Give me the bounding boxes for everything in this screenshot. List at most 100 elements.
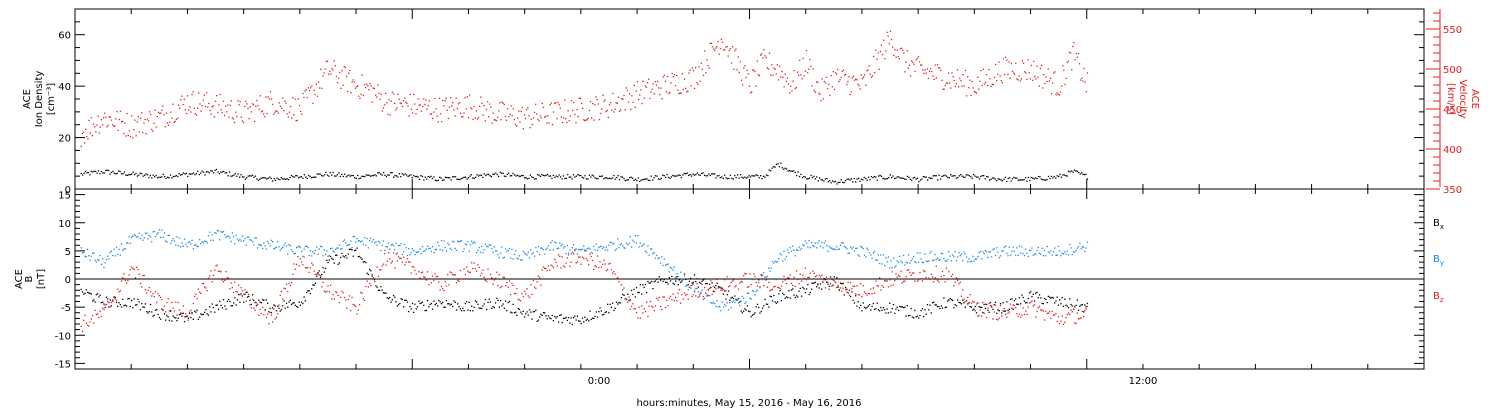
data-point — [100, 315, 103, 318]
data-point — [1084, 81, 1086, 83]
data-point — [729, 285, 731, 287]
data-point — [1013, 305, 1015, 307]
data-point — [780, 285, 783, 287]
data-point — [522, 310, 524, 312]
data-point — [604, 177, 606, 179]
data-point — [792, 80, 794, 82]
data-point — [623, 177, 625, 180]
data-point — [886, 308, 888, 310]
data-point — [1062, 65, 1064, 67]
data-point — [420, 272, 422, 274]
data-point — [160, 236, 162, 239]
data-point — [972, 255, 974, 257]
data-point — [680, 302, 682, 304]
data-point — [267, 96, 269, 98]
data-point — [809, 247, 811, 249]
data-point — [345, 255, 347, 257]
data-point — [339, 71, 341, 74]
data-point — [945, 260, 947, 262]
data-point — [136, 304, 138, 306]
data-point — [386, 102, 388, 104]
data-point — [894, 312, 896, 314]
data-point — [601, 175, 603, 177]
data-point — [1046, 80, 1048, 83]
data-point — [562, 317, 565, 320]
data-point — [975, 312, 978, 314]
data-point — [774, 301, 776, 303]
data-point — [850, 178, 852, 180]
data-point — [194, 310, 196, 312]
data-point — [537, 246, 539, 248]
data-point — [463, 310, 465, 312]
data-point — [540, 284, 542, 286]
data-point — [1051, 310, 1053, 312]
data-point — [241, 120, 244, 122]
data-point — [726, 294, 728, 296]
data-point — [308, 254, 310, 257]
data-point — [314, 273, 317, 276]
data-point — [588, 174, 590, 176]
data-point — [846, 83, 848, 86]
data-point — [758, 177, 760, 179]
data-point — [913, 256, 915, 258]
data-point — [1063, 174, 1065, 176]
data-point — [143, 122, 145, 124]
data-point — [264, 309, 266, 312]
data-point — [1025, 302, 1027, 304]
data-point — [933, 78, 935, 81]
data-point — [126, 242, 128, 244]
data-point — [540, 247, 542, 249]
data-point — [1046, 301, 1048, 304]
data-point — [419, 104, 421, 106]
data-point — [358, 304, 361, 306]
data-point — [468, 250, 470, 252]
data-point — [958, 252, 960, 254]
data-point — [282, 298, 284, 300]
data-point — [732, 300, 735, 302]
data-point — [415, 273, 417, 275]
data-point — [170, 242, 172, 244]
data-point — [994, 301, 997, 303]
data-point — [169, 174, 172, 176]
data-point — [180, 246, 182, 248]
data-point — [494, 250, 497, 252]
data-point — [929, 304, 931, 306]
data-point — [460, 239, 463, 242]
data-point — [1064, 251, 1066, 253]
data-point — [449, 177, 451, 179]
data-point — [176, 117, 179, 119]
data-point — [93, 170, 95, 172]
data-point — [142, 239, 144, 241]
data-point — [930, 312, 932, 314]
data-point — [146, 311, 148, 313]
data-point — [105, 296, 108, 298]
data-point — [743, 310, 745, 312]
data-point — [700, 292, 702, 295]
data-point — [262, 298, 264, 301]
data-point — [112, 170, 114, 173]
data-point — [449, 304, 451, 306]
data-point — [133, 174, 136, 176]
data-point — [183, 238, 186, 240]
data-point — [589, 248, 591, 250]
data-point — [142, 131, 144, 134]
data-point — [231, 175, 234, 177]
data-point — [176, 314, 178, 316]
data-point — [790, 289, 793, 291]
data-point — [395, 253, 397, 255]
data-point — [968, 87, 970, 89]
data-point — [547, 315, 550, 317]
data-point — [765, 279, 767, 281]
data-point — [646, 178, 648, 180]
data-point — [1065, 175, 1067, 177]
data-point — [425, 309, 427, 312]
data-point — [94, 126, 96, 128]
data-point — [791, 90, 793, 92]
data-point — [333, 60, 335, 62]
data-point — [1038, 85, 1040, 87]
data-point — [862, 285, 864, 287]
data-point — [681, 281, 683, 283]
data-point — [629, 299, 631, 301]
data-point — [821, 179, 824, 181]
data-point — [834, 72, 837, 74]
